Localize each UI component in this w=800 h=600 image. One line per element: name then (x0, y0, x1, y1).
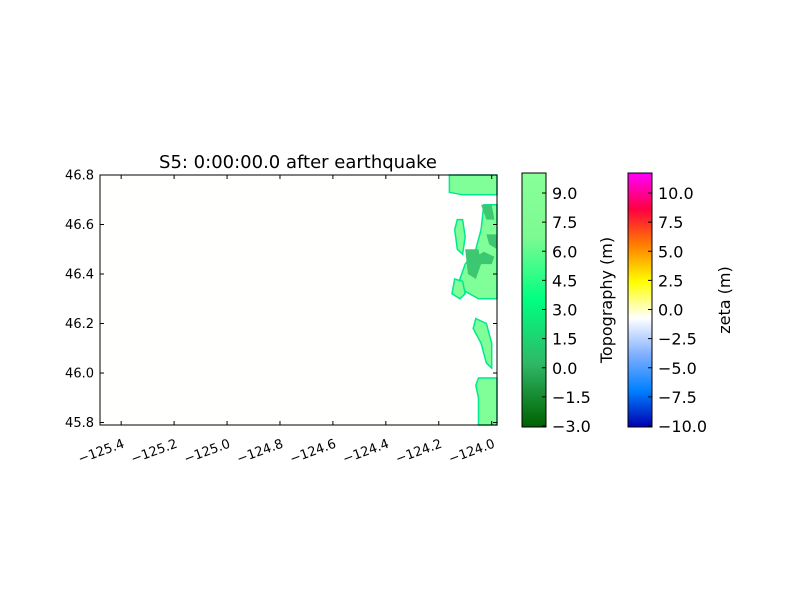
colorbar-0 (521, 172, 547, 428)
x-tick-label: −124.2 (394, 437, 444, 468)
colorbar-tick-label: 9.0 (552, 184, 577, 203)
colorbar-tick-label: −10.0 (658, 417, 707, 436)
ocean-area (100, 175, 497, 425)
colorbar-tick-label: 10.0 (658, 184, 694, 203)
colorbar-tick-label: 5.0 (658, 242, 683, 261)
x-tick-label: −125.2 (129, 437, 179, 468)
x-tick-label: −124.8 (235, 437, 285, 468)
plot-frame (99, 174, 498, 426)
colorbar-tick-label: 0.0 (552, 359, 577, 378)
chart-title: S5: 0:00:00.0 after earthquake (159, 152, 437, 173)
colorbar-tick-label: −7.5 (658, 388, 697, 407)
colorbar-tick-label: 3.0 (552, 301, 577, 320)
x-tick-label: −124.0 (447, 437, 497, 468)
colorbar-tick-label: −2.5 (658, 330, 697, 349)
colorbar-label: Topography (m) (597, 237, 616, 364)
colorbar-label: zeta (m) (715, 266, 734, 333)
x-tick-label: −125.0 (182, 437, 232, 468)
land-region-spit-lobe (453, 218, 466, 256)
x-tick-label: −124.6 (288, 437, 338, 468)
y-tick-label: 46.4 (65, 268, 94, 283)
land-region-central-shore (472, 317, 493, 370)
x-tick-label: −125.4 (76, 437, 126, 468)
colorbar-tick-label: −5.0 (658, 359, 697, 378)
colorbar-tick-label: −1.5 (552, 388, 591, 407)
x-tick-label: −124.4 (341, 437, 391, 468)
colorbar-1 (627, 172, 653, 428)
colorbar-tick-label: 4.5 (552, 271, 577, 290)
colorbar-tick-label: 7.5 (658, 213, 683, 232)
y-tick-label: 46.0 (65, 367, 94, 382)
colorbar-tick-label: 2.5 (658, 271, 683, 290)
y-tick-label: 46.6 (65, 218, 94, 233)
y-tick-label: 45.8 (65, 416, 94, 431)
land-region-inner-bay-2 (475, 251, 495, 265)
land-region-south-shore (475, 377, 498, 426)
y-tick-label: 46.8 (65, 169, 94, 184)
land-region-spit-tail (451, 278, 467, 300)
land-region-north-spit (448, 174, 498, 196)
colorbar-tick-label: 7.5 (552, 213, 577, 232)
colorbar-tick-label: 0.0 (658, 301, 683, 320)
colorbar-tick-label: −3.0 (552, 417, 591, 436)
colorbar-tick-label: 1.5 (552, 330, 577, 349)
plot-area: 46.8 46.6 46.4 46.2 46.0 45.8 −125.4 −125.2 −125… (65, 169, 498, 468)
y-tick-label: 46.2 (65, 317, 94, 332)
land-region-upper-channel-2 (486, 234, 497, 250)
land-region-upper-channel (481, 204, 495, 220)
colorbar-tick-label: 6.0 (552, 242, 577, 261)
colorbars: 9.0 7.5 6.0 4.5 3.0 1.5 0.0 −1.5 −3.0 Topography … (521, 172, 734, 436)
